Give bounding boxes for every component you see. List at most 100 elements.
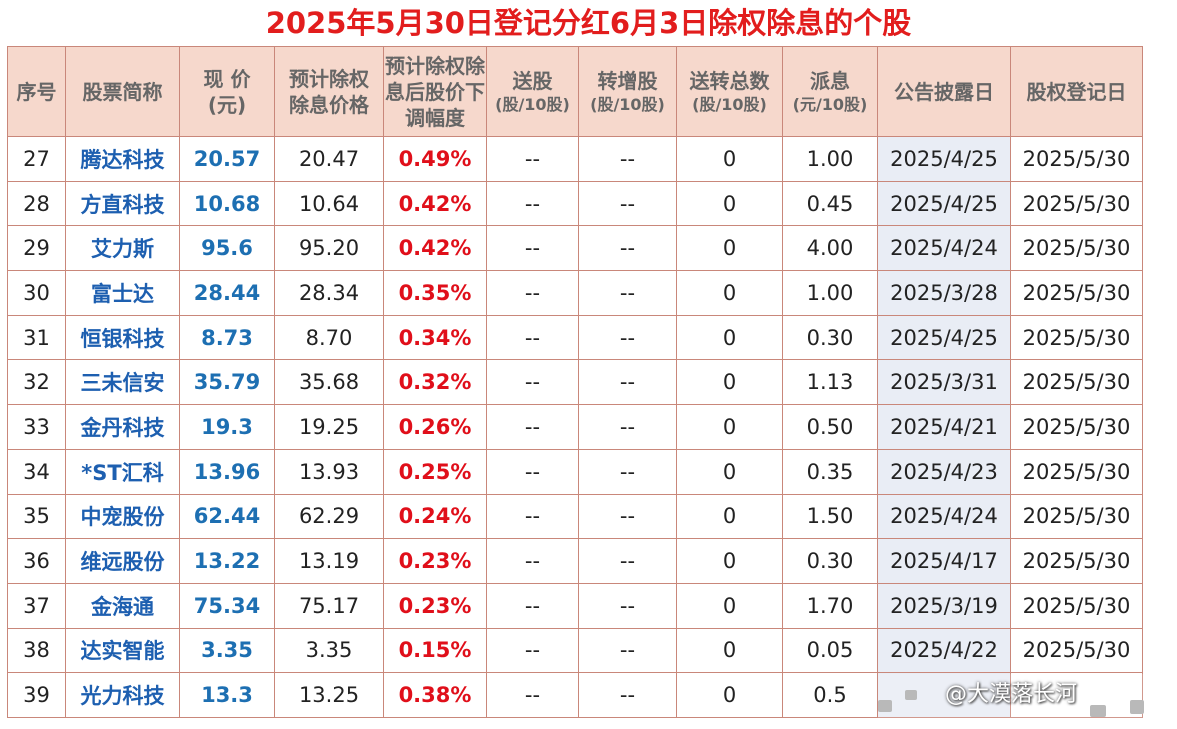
cell-transfer: -- — [578, 448, 677, 495]
cell-announce: 2025/4/24 — [877, 225, 1011, 272]
cell-bonus: -- — [486, 404, 579, 450]
cell-pct: 0.35% — [383, 270, 487, 316]
cell-announce: 2025/4/25 — [877, 314, 1011, 361]
cell-name: 富士达 — [65, 270, 180, 316]
cell-exprice: 35.68 — [274, 359, 384, 406]
cell-total: 0 — [676, 672, 783, 718]
cell-total: 0 — [676, 582, 783, 629]
cell-total: 0 — [676, 359, 783, 406]
cell-dividend: 1.00 — [782, 270, 878, 316]
cell-pct: 0.15% — [383, 627, 487, 674]
cell-exprice: 95.20 — [274, 225, 384, 272]
cell-name: 达实智能 — [65, 627, 180, 674]
cell-announce: 2025/4/17 — [877, 538, 1011, 584]
cell-transfer: -- — [578, 493, 677, 540]
cell-seq: 39 — [7, 672, 66, 718]
table-row: 30 富士达 28.44 28.34 0.35% -- -- 0 1.00 2025/3/28 20… — [7, 270, 1143, 316]
cell-dividend: 0.50 — [782, 404, 878, 450]
cell-total: 0 — [676, 314, 783, 361]
header-bonus: 送股 (股/10股) — [486, 46, 579, 137]
header-exprice: 预计除权除息价格 — [274, 46, 384, 137]
cell-bonus: -- — [486, 493, 579, 540]
cell-dividend: 0.45 — [782, 180, 878, 227]
cell-dividend: 0.35 — [782, 448, 878, 495]
header-name: 股票简称 — [65, 46, 180, 137]
cell-bonus: -- — [486, 627, 579, 674]
cell-price: 13.3 — [179, 672, 275, 718]
header-seq: 序号 — [7, 46, 66, 137]
cell-pct: 0.25% — [383, 448, 487, 495]
table-row: 34 *ST汇科 13.96 13.93 0.25% -- -- 0 0.35 2025/4/23… — [7, 448, 1143, 495]
cell-announce: 2025/3/19 — [877, 582, 1011, 629]
table-row: 38 达实智能 3.35 3.35 0.15% -- -- 0 0.05 2025/4/22 202… — [7, 627, 1143, 674]
table-row: 33 金丹科技 19.3 19.25 0.26% -- -- 0 0.50 2025/4/21 20… — [7, 404, 1143, 450]
header-pct: 预计除权除息后股价下调幅度 — [383, 46, 487, 137]
cell-pct: 0.42% — [383, 225, 487, 272]
cell-seq: 38 — [7, 627, 66, 674]
cell-total: 0 — [676, 627, 783, 674]
cell-seq: 37 — [7, 582, 66, 629]
table-row: 27 腾达科技 20.57 20.47 0.49% -- -- 0 1.00 2025/4/25 2… — [7, 136, 1143, 182]
cell-exprice: 20.47 — [274, 136, 384, 182]
cell-seq: 28 — [7, 180, 66, 227]
header-record: 股权登记日 — [1010, 46, 1143, 137]
cell-bonus: -- — [486, 136, 579, 182]
cell-name: 方直科技 — [65, 180, 180, 227]
cell-pct: 0.34% — [383, 314, 487, 361]
cell-record: 2025/5/30 — [1010, 359, 1143, 406]
cell-price: 10.68 — [179, 180, 275, 227]
cell-name: 金海通 — [65, 582, 180, 629]
cell-dividend: 4.00 — [782, 225, 878, 272]
table-row: 36 维远股份 13.22 13.19 0.23% -- -- 0 0.30 2025/4/17 2… — [7, 538, 1143, 584]
watermark-blot — [1090, 705, 1106, 717]
cell-dividend: 0.30 — [782, 538, 878, 584]
cell-exprice: 28.34 — [274, 270, 384, 316]
header-transfer: 转增股 (股/10股) — [578, 46, 677, 137]
cell-exprice: 19.25 — [274, 404, 384, 450]
table-row: 37 金海通 75.34 75.17 0.23% -- -- 0 1.70 2025/3/19 20… — [7, 582, 1143, 629]
cell-pct: 0.23% — [383, 538, 487, 584]
header-announce: 公告披露日 — [877, 46, 1011, 137]
cell-exprice: 8.70 — [274, 314, 384, 361]
cell-pct: 0.49% — [383, 136, 487, 182]
cell-name: *ST汇科 — [65, 448, 180, 495]
cell-announce: 2025/4/22 — [877, 627, 1011, 674]
cell-exprice: 62.29 — [274, 493, 384, 540]
cell-total: 0 — [676, 448, 783, 495]
cell-bonus: -- — [486, 538, 579, 584]
cell-pct: 0.24% — [383, 493, 487, 540]
cell-dividend: 0.5 — [782, 672, 878, 718]
cell-dividend: 0.05 — [782, 627, 878, 674]
page-title: 2025年5月30日登记分红6月3日除权除息的个股 — [265, 6, 912, 40]
cell-exprice: 13.19 — [274, 538, 384, 584]
table-row: 39 光力科技 13.3 13.25 0.38% -- -- 0 0.5 — [7, 672, 1143, 718]
cell-price: 28.44 — [179, 270, 275, 316]
table-row: 28 方直科技 10.68 10.64 0.42% -- -- 0 0.45 2025/4/25 2… — [7, 180, 1143, 227]
cell-name: 腾达科技 — [65, 136, 180, 182]
table-row: 35 中宠股份 62.44 62.29 0.24% -- -- 0 1.50 2025/4/24 2… — [7, 493, 1143, 540]
cell-exprice: 3.35 — [274, 627, 384, 674]
cell-transfer: -- — [578, 225, 677, 272]
table-row: 29 艾力斯 95.6 95.20 0.42% -- -- 0 4.00 2025/4/24 202… — [7, 225, 1143, 272]
cell-bonus: -- — [486, 314, 579, 361]
cell-record: 2025/5/30 — [1010, 270, 1143, 316]
cell-total: 0 — [676, 225, 783, 272]
dividend-table: 序号 股票简称 现 价 (元) 预计除权除息价格 预计除权除息后股价下调幅度 送股… — [7, 46, 1143, 718]
cell-record: 2025/5/30 — [1010, 136, 1143, 182]
cell-bonus: -- — [486, 672, 579, 718]
watermark-blot — [878, 700, 892, 712]
cell-transfer: -- — [578, 180, 677, 227]
cell-dividend: 0.30 — [782, 314, 878, 361]
cell-total: 0 — [676, 136, 783, 182]
header-total: 送转总数 (股/10股) — [676, 46, 783, 137]
cell-transfer: -- — [578, 359, 677, 406]
cell-record: 2025/5/30 — [1010, 314, 1143, 361]
cell-seq: 29 — [7, 225, 66, 272]
table-row: 31 恒银科技 8.73 8.70 0.34% -- -- 0 0.30 2025/4/25 202… — [7, 314, 1143, 361]
cell-announce: 2025/4/25 — [877, 180, 1011, 227]
cell-price: 3.35 — [179, 627, 275, 674]
cell-transfer: -- — [578, 136, 677, 182]
cell-record: 2025/5/30 — [1010, 582, 1143, 629]
cell-pct: 0.26% — [383, 404, 487, 450]
cell-bonus: -- — [486, 225, 579, 272]
